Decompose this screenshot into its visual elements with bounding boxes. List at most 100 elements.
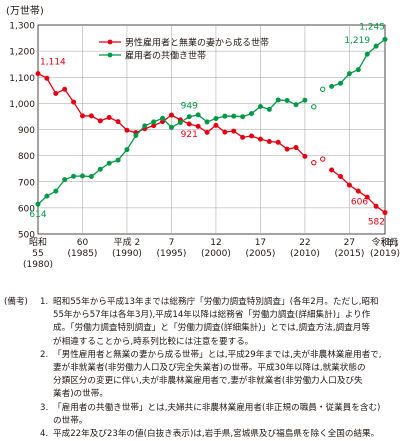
y-axis-ticks: 500 600 700 800 900 1,000 1,100 1,200 1,300: [9, 22, 35, 241]
data-point-1: [240, 134, 246, 140]
data-point-1: [249, 133, 255, 139]
data-point-2: [204, 119, 210, 125]
data-point-2: [160, 115, 166, 121]
note-number: 3.: [40, 402, 49, 413]
data-label: 1,219: [344, 36, 370, 46]
x-tick-label: 12: [210, 238, 221, 248]
note-line: 昭和55年から平成13年までは総務庁「労働力調査特別調査」(各年2月。ただし,昭…: [53, 297, 379, 307]
data-point-1: [115, 119, 121, 125]
data-point-2: [355, 67, 361, 73]
data-point-2: [257, 104, 263, 110]
legend-swatch-marker: [107, 52, 113, 58]
grid-lines: [37, 24, 386, 235]
data-point-1: [44, 75, 50, 81]
y-tick-label: 600: [18, 204, 35, 214]
note-number: 2.: [40, 349, 49, 360]
note-text: 昭和55年から平成13年までは総務庁「労働力調査特別調査」(各年2月。ただし,昭…: [53, 296, 396, 349]
data-point-2: [213, 116, 219, 122]
y-tick-label: 1,000: [9, 100, 35, 110]
x-tick-label: (2019): [370, 249, 400, 259]
data-point-1: [168, 112, 174, 118]
data-point-2: [364, 51, 370, 57]
note-line: 業者)の世帯。: [53, 389, 108, 400]
data-point-2: [311, 104, 317, 110]
y-tick-label: 1,300: [9, 22, 35, 32]
y-tick-label: 500: [18, 231, 35, 241]
note-line: が相違することから,時系列比較には注意を要する。: [53, 336, 254, 347]
data-point-1: [373, 203, 379, 209]
x-axis-unit-label: (年): [382, 237, 398, 249]
x-tick-label: (2000): [201, 249, 231, 259]
x-tick-label: (1995): [156, 249, 186, 259]
data-point-1: [195, 123, 201, 129]
note-text: 「男性雇用者と無業の妻から成る世帯」とは,平成29年までは,夫が非農林業雇用者で…: [53, 349, 396, 402]
y-tick-label: 700: [18, 178, 35, 188]
x-tick-label: (2010): [290, 249, 320, 259]
data-point-1: [355, 188, 361, 194]
data-point-1: [79, 113, 85, 119]
data-point-2: [151, 119, 157, 125]
note-item: 2. 「男性雇用者と無業の妻から成る世帯」とは,平成29年までは,夫が非農林業雇…: [4, 349, 396, 402]
data-point-1: [382, 210, 388, 216]
data-point-2: [62, 177, 68, 183]
data-point-1: [71, 99, 77, 105]
data-point-1: [293, 145, 299, 151]
line-chart: (万世帯) 500 600 700 800 900 1,000 1,100 1,200 1,30…: [6, 4, 400, 270]
data-point-2: [115, 157, 121, 163]
note-line: 平成22年及び23年の値(白抜き表示)は,岩手県,宮城県及び福島県を除く全国の結…: [53, 429, 380, 440]
data-point-1: [97, 118, 103, 124]
note-line: 「雇用者の共働き世帯」とは,夫婦共に非農林業雇用者(非正規の職員・従業員を含む): [53, 402, 381, 413]
data-point-1: [62, 86, 68, 92]
data-point-1: [106, 114, 112, 120]
y-tick-label: 800: [18, 152, 35, 162]
data-point-2: [35, 201, 41, 207]
x-axis-ticks: 昭和55(1980)60(1985)平成 2(1990)7(1995)12(20…: [23, 236, 400, 270]
notes-block: (備考) 1. 昭和55年から平成13年までは総務庁「労働力調査特別調査」(各年…: [4, 296, 396, 441]
data-point-1: [284, 146, 290, 152]
note-item: 3. 「雇用者の共働き世帯」とは,夫婦共に非農林業雇用者(非正規の職員・従業員を…: [4, 402, 396, 428]
data-point-1: [266, 139, 272, 145]
data-label: 1,114: [40, 58, 66, 68]
data-label: 614: [29, 210, 46, 220]
x-tick-label: (1990): [112, 249, 142, 259]
data-point-2: [338, 80, 344, 86]
data-point-2: [275, 97, 281, 103]
x-tick-label: 60: [77, 238, 89, 248]
data-point-1: [346, 182, 352, 188]
data-point-2: [88, 174, 94, 180]
data-point-2: [168, 124, 174, 130]
data-point-1: [257, 136, 263, 142]
note-line: 妻が非就業者(非労働力人口及び完全失業者)の世帯。平成30年以降は,就業状態の: [53, 363, 366, 374]
x-tick-label: 22: [299, 238, 310, 248]
data-point-1: [204, 129, 210, 135]
legend-label: 雇用者の共働き世帯: [125, 50, 206, 62]
note-line: 分類区分の変更に伴い,夫が非農林業雇用者で,妻が非就業者(非労働力人口及び失: [53, 376, 363, 387]
data-point-1: [231, 128, 237, 134]
data-point-1: [275, 139, 281, 145]
x-tick-label: 17: [255, 238, 266, 248]
data-point-2: [53, 188, 59, 194]
data-point-2: [79, 173, 85, 179]
data-point-2: [71, 173, 77, 179]
note-item: 4. 平成22年及び23年の値(白抜き表示)は,岩手県,宮城県及び福島県を除く全…: [4, 428, 396, 441]
data-point-1: [311, 159, 317, 166]
data-point-2: [195, 112, 201, 118]
series-layer: [35, 36, 388, 216]
data-point-2: [231, 113, 237, 119]
data-point-2: [106, 160, 112, 166]
x-tick-label: 7: [169, 238, 175, 248]
x-tick-label: (1985): [68, 249, 98, 259]
x-tick-label: 55: [32, 249, 43, 259]
data-point-1: [320, 156, 326, 162]
data-label: 921: [181, 130, 198, 140]
data-point-1: [302, 153, 308, 159]
data-point-2: [302, 97, 308, 103]
data-point-2: [249, 111, 255, 117]
note-item: (備考) 1. 昭和55年から平成13年までは総務庁「労働力調査特別調査」(各年…: [4, 296, 396, 349]
data-point-2: [222, 113, 228, 119]
data-point-2: [186, 114, 192, 120]
data-point-2: [124, 147, 130, 153]
x-tick-label: 平成 2: [114, 236, 141, 248]
data-point-2: [329, 83, 335, 89]
